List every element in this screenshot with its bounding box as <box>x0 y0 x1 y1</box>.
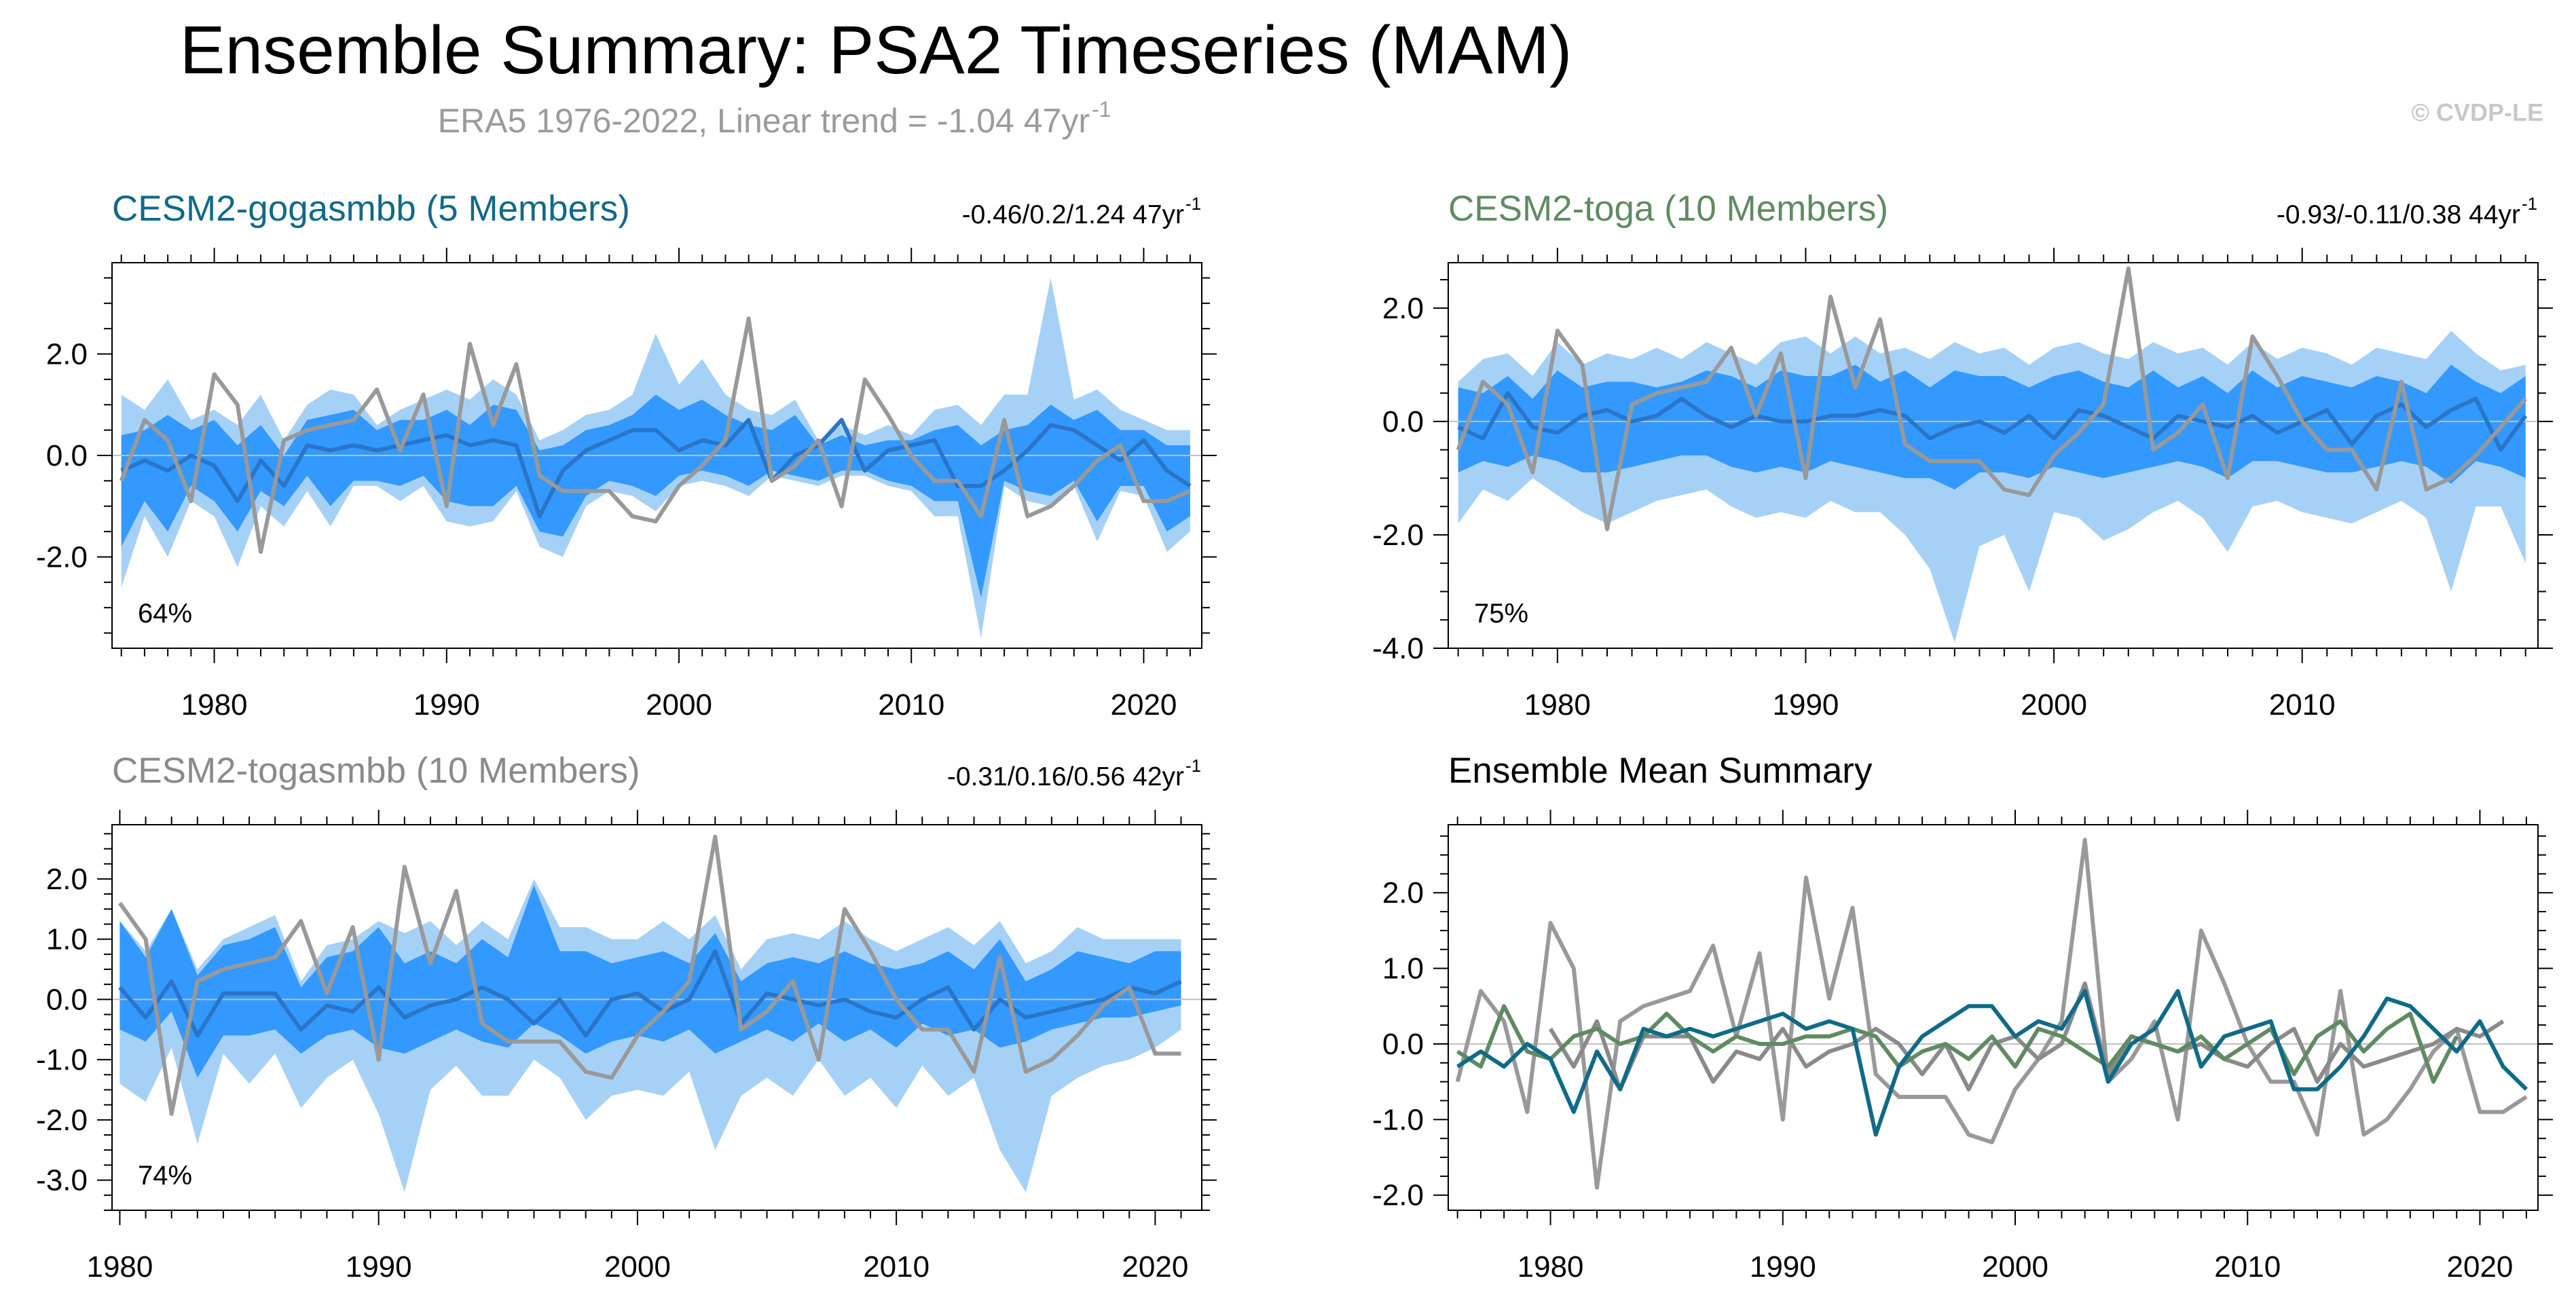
y-tick-label: 2.0 <box>46 863 88 896</box>
x-tick-label: 2000 <box>1982 1250 2048 1284</box>
y-tick-label: -1.0 <box>1372 1103 1424 1136</box>
panel-toga: 1980 1990 2000 2010 -4.0 -2.0 0.0 2.0 CESM2-toga… <box>1372 189 2553 722</box>
trend-stats-superscript: -1 <box>2522 193 2537 214</box>
plot-area <box>1448 266 2538 643</box>
y-tick-label: -2.0 <box>36 540 88 574</box>
trend-stats-superscript: -1 <box>1185 755 1201 776</box>
x-tick-label: 1980 <box>181 688 248 722</box>
series-line-obs <box>1455 838 2528 1190</box>
x-tick-label: 1980 <box>86 1250 153 1284</box>
x-tick-label: 2010 <box>863 1250 930 1284</box>
ensemble-mean-line <box>1457 391 2528 452</box>
plot-area <box>112 278 1202 639</box>
y-tick-label: 1.0 <box>1382 952 1424 986</box>
inner-range-band <box>119 884 1181 1078</box>
panel-ensemble-mean-summary: 1980 1990 2000 2010 2020 -2.0 -1.0 0.0 1.0 2.0 Ens… <box>1372 751 2553 1284</box>
x-tick-label: 2000 <box>2021 688 2087 722</box>
y-tick-label: 2.0 <box>46 338 88 371</box>
x-tick-label: 2010 <box>2214 1250 2281 1284</box>
trend-stats: -0.31/0.16/0.56 42yr <box>947 762 1184 791</box>
panel-title: CESM2-togasmbb (10 Members) <box>112 751 640 791</box>
plot-frame <box>111 824 1202 1211</box>
plot-area <box>112 834 1202 1193</box>
y-tick-label: -2.0 <box>1372 1179 1424 1212</box>
percent-inside-label: 64% <box>138 599 192 629</box>
x-tick-label: 2020 <box>1122 1250 1188 1284</box>
x-tick-label: 1980 <box>1517 1250 1584 1284</box>
percent-inside-label: 75% <box>1474 599 1528 629</box>
figure-title: Ensemble Summary: PSA2 Timeseries (MAM) <box>180 12 1572 88</box>
y-tick-label: 2.0 <box>1382 876 1424 910</box>
observed-era5-line <box>119 316 1192 554</box>
ensemble-mean-line <box>118 949 1182 1038</box>
plot-frame <box>1448 824 2539 1211</box>
panel-title: Ensemble Mean Summary <box>1448 751 1873 791</box>
y-tick-label: -3.0 <box>36 1164 88 1197</box>
x-tick-label: 1990 <box>346 1250 412 1284</box>
trend-stats: -0.93/-0.11/0.38 44yr <box>2277 200 2520 229</box>
observed-era5-line <box>117 834 1181 1116</box>
credit-label: © CVDP-LE <box>2411 98 2543 126</box>
y-tick-label: 0.0 <box>46 983 88 1016</box>
y-tick-label: 2.0 <box>1382 292 1424 325</box>
x-tick-label: 1990 <box>1773 688 1839 722</box>
series-line-toga <box>1456 1004 2459 1084</box>
x-tick-label: 2020 <box>2447 1250 2514 1284</box>
panel-togasmbb: 1980 1990 2000 2010 2020 -3.0 -2.0 -1.0 0.0 1.0 2.… <box>36 751 1217 1284</box>
panel-gogasmbb: 1980 1990 2000 2010 2020 -2.0 0.0 2.0 CESM2-goga… <box>36 189 1217 722</box>
plot-frame <box>1448 262 2539 649</box>
x-tick-label: 2000 <box>604 1250 671 1284</box>
trend-stats-superscript: -1 <box>1185 193 1201 214</box>
x-tick-label: 1980 <box>1524 688 1591 722</box>
y-tick-label: -1.0 <box>36 1043 88 1077</box>
x-tick-label: 2010 <box>878 688 944 722</box>
x-tick-label: 2000 <box>646 688 712 722</box>
inner-range-band <box>121 394 1190 598</box>
observed-era5-line <box>1456 266 2527 531</box>
plot-area <box>1448 838 2538 1190</box>
y-tick-label: -2.0 <box>36 1104 88 1137</box>
figure-subtitle: ERA5 1976-2022, Linear trend = -1.04 47y… <box>438 102 1090 140</box>
y-tick-label: 1.0 <box>46 923 88 956</box>
y-tick-label: -4.0 <box>1372 632 1424 665</box>
ensemble-mean-line <box>120 417 1192 519</box>
percent-inside-label: 74% <box>138 1161 192 1191</box>
x-tick-label: 2020 <box>1111 688 1177 722</box>
trend-stats: -0.46/0.2/1.24 47yr <box>962 200 1184 229</box>
x-tick-label: 1990 <box>1750 1250 1816 1284</box>
x-tick-label: 2010 <box>2269 688 2336 722</box>
figure-subtitle-superscript: -1 <box>1092 97 1111 122</box>
y-tick-label: 0.0 <box>1382 1028 1424 1061</box>
y-tick-label: 0.0 <box>46 439 88 472</box>
x-tick-label: 1990 <box>413 688 480 722</box>
series-line-gogasmbb <box>1456 989 2528 1137</box>
panel-title: CESM2-gogasmbb (5 Members) <box>112 189 630 229</box>
y-tick-label: -2.0 <box>1372 519 1424 552</box>
panel-title: CESM2-toga (10 Members) <box>1448 189 1888 229</box>
y-tick-label: 0.0 <box>1382 405 1424 438</box>
